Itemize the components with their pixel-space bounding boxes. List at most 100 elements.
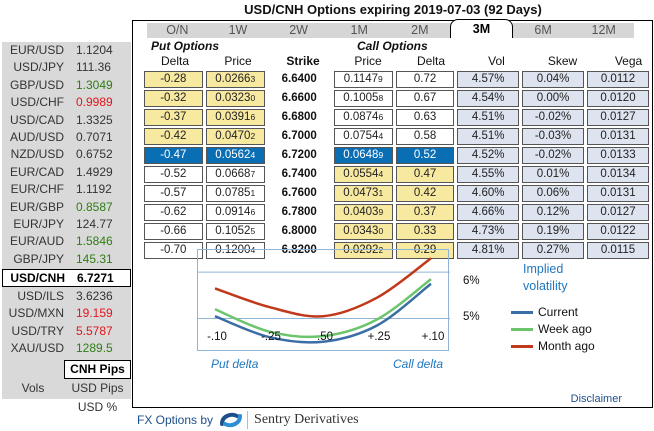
vega-value: 0.0131 bbox=[600, 130, 636, 142]
page-title: USD/CNH Options expiring 2019-07-03 (92 … bbox=[244, 2, 542, 17]
rate-row-eur-jpy[interactable]: EUR/JPY 124.77 bbox=[2, 216, 131, 233]
table-row[interactable]: -0.32 0.03230 6.6600 0.10058 0.67 4.54% 0.00% 0… bbox=[144, 90, 649, 107]
col-put-delta: Delta bbox=[160, 54, 189, 68]
x-tick-label: +.10 bbox=[421, 331, 445, 343]
call-price-pip-digit: 1 bbox=[378, 188, 384, 198]
tab-1w[interactable]: 1W bbox=[228, 23, 248, 37]
disclaimer-link[interactable]: Disclaimer bbox=[570, 393, 622, 405]
table-row[interactable]: -0.37 0.03916 6.6800 0.08746 0.63 4.51% -0.02%… bbox=[144, 109, 649, 126]
tab-12m[interactable]: 12M bbox=[591, 23, 616, 37]
strike-cell: 6.8200 bbox=[268, 242, 331, 259]
call-price-value: 0.0648 bbox=[343, 149, 379, 161]
skew-cell: 0.06% bbox=[522, 185, 585, 202]
rate-row-nzd-usd[interactable]: NZD/USD 0.6752 bbox=[2, 146, 131, 163]
rate-pair: USD/JPY bbox=[13, 60, 64, 75]
vega-value: 0.0133 bbox=[600, 149, 636, 161]
rate-row-gbp-usd[interactable]: GBP/USD 1.3049 bbox=[2, 77, 131, 94]
rate-value: 6.7271 bbox=[77, 271, 114, 286]
call-delta-value: 0.47 bbox=[413, 168, 437, 180]
rate-value: 1.1204 bbox=[76, 43, 113, 57]
footer-prefix: FX Options by bbox=[137, 413, 214, 427]
vega-value: 0.0115 bbox=[600, 244, 636, 256]
vol-cell: 4.66% bbox=[457, 204, 520, 221]
vega-value: 0.0112 bbox=[600, 73, 636, 85]
rate-row-usd-cnh[interactable]: USD/CNH 6.7271 bbox=[2, 269, 131, 288]
call-delta-value: 0.52 bbox=[413, 149, 437, 161]
rate-row-usd-chf[interactable]: USD/CHF 0.9989 bbox=[2, 94, 131, 111]
call-delta-cell: 0.52 bbox=[395, 147, 455, 164]
rate-row-eur-aud[interactable]: EUR/AUD 1.5846 bbox=[2, 233, 131, 250]
table-row[interactable]: -0.62 0.09146 6.7800 0.04039 0.37 4.66% 0.12% 0… bbox=[144, 204, 649, 221]
skew-cell: 0.00% bbox=[522, 90, 585, 107]
table-row[interactable]: -0.28 0.02663 6.6400 0.11479 0.72 4.57% 0.04% 0… bbox=[144, 71, 649, 88]
vol-cell: 4.73% bbox=[457, 223, 520, 240]
table-row[interactable]: -0.52 0.06687 6.7400 0.05544 0.47 4.55% 0.01% 0… bbox=[144, 166, 649, 183]
strike-cell: 6.6600 bbox=[268, 90, 331, 107]
call-delta-cell: 0.72 bbox=[395, 71, 455, 88]
call-price-value: 0.0473 bbox=[343, 187, 379, 199]
strike-value: 6.6400 bbox=[281, 73, 317, 85]
skew-value: 0.27% bbox=[536, 244, 570, 256]
rate-row-usd-try[interactable]: USD/TRY 5.5787 bbox=[2, 323, 131, 340]
table-row[interactable]: -0.66 0.10525 6.8000 0.03430 0.33 4.73% 0.19% 0… bbox=[144, 223, 649, 240]
rate-row-eur-cad[interactable]: EUR/CAD 1.4929 bbox=[2, 164, 131, 181]
strike-cell: 6.7800 bbox=[268, 204, 331, 221]
call-delta-cell: 0.63 bbox=[395, 109, 455, 126]
y-tick-6: 6% bbox=[463, 275, 480, 287]
rate-row-usd-ils[interactable]: USD/ILS 3.6236 bbox=[2, 288, 131, 305]
rate-row-usd-mxn[interactable]: USD/MXN 19.159 bbox=[2, 305, 131, 322]
rate-row-usd-jpy[interactable]: USD/JPY 111.36 bbox=[2, 59, 131, 76]
rate-row-eur-usd[interactable]: EUR/USD 1.1204 bbox=[2, 42, 131, 59]
y-tick-5: 5% bbox=[463, 311, 480, 323]
strike-cell: 6.7400 bbox=[268, 166, 331, 183]
unit-option-cnh-pips[interactable]: CNH Pips bbox=[64, 359, 131, 379]
put-price-cell: 0.09146 bbox=[205, 204, 265, 221]
tab-6m[interactable]: 6M bbox=[534, 23, 552, 37]
unit-option-usd-pips[interactable]: USD Pips bbox=[71, 380, 124, 395]
rate-value: 3.6236 bbox=[76, 289, 113, 304]
table-row[interactable]: -0.70 0.12004 6.8200 0.02922 0.29 4.81% 0.27% 0… bbox=[144, 242, 649, 259]
strike-cell: 6.7600 bbox=[268, 185, 331, 202]
table-row[interactable]: -0.42 0.04702 6.7000 0.07544 0.58 4.51% -0.03%… bbox=[144, 128, 649, 145]
rate-row-eur-gbp[interactable]: EUR/GBP 0.8587 bbox=[2, 199, 131, 216]
call-price-pip-digit: 9 bbox=[378, 207, 384, 217]
strike-value: 6.7200 bbox=[281, 149, 317, 161]
rate-row-aud-usd[interactable]: AUD/USD 0.7071 bbox=[2, 129, 131, 146]
call-delta-cell: 0.47 bbox=[395, 166, 455, 183]
vol-value: 4.60% bbox=[471, 187, 505, 199]
put-delta-cell: -0.66 bbox=[144, 223, 203, 240]
table-row[interactable]: -0.57 0.07851 6.7600 0.04731 0.42 4.60% 0.06% 0… bbox=[144, 185, 649, 202]
unit-option-usd-percent[interactable]: USD % bbox=[77, 399, 118, 414]
vega-value: 0.0134 bbox=[600, 168, 636, 180]
rate-value: 1.4929 bbox=[76, 164, 113, 179]
vol-cell: 4.81% bbox=[457, 242, 520, 259]
legend-item-week-ago: Week ago bbox=[511, 322, 592, 336]
put-delta-cell: -0.42 bbox=[144, 128, 203, 145]
rate-row-eur-chf[interactable]: EUR/CHF 1.1192 bbox=[2, 181, 131, 198]
strike-cell: 6.7000 bbox=[268, 128, 331, 145]
table-row[interactable]: -0.47 0.05624 6.7200 0.06489 0.52 4.52% -0.02%… bbox=[144, 147, 649, 164]
tab-2m[interactable]: 2M bbox=[411, 23, 429, 37]
call-price-cell: 0.08746 bbox=[333, 109, 393, 126]
put-price-pip-digit: 5 bbox=[250, 226, 256, 236]
rate-row-gbp-jpy[interactable]: GBP/JPY 145.31 bbox=[2, 251, 131, 268]
rate-pair: USD/TRY bbox=[11, 323, 64, 338]
tab-1m[interactable]: 1M bbox=[350, 23, 368, 37]
put-delta-cell: -0.37 bbox=[144, 109, 203, 126]
call-price-cell: 0.03430 bbox=[333, 223, 393, 240]
rate-pair: EUR/CAD bbox=[9, 164, 64, 179]
tab-3m[interactable]: 3M bbox=[450, 19, 513, 38]
put-delta-value: -0.28 bbox=[160, 73, 187, 85]
rate-row-xau-usd[interactable]: XAU/USD 1289.5 bbox=[2, 340, 131, 357]
vega-cell: 0.0131 bbox=[587, 128, 649, 145]
strike-cell: 6.6800 bbox=[268, 109, 331, 126]
call-price-cell: 0.05544 bbox=[333, 166, 393, 183]
col-call-price: Price bbox=[354, 54, 382, 68]
legend-item-month-ago: Month ago bbox=[511, 339, 595, 353]
rate-row-usd-cad[interactable]: USD/CAD 1.3325 bbox=[2, 112, 131, 129]
skew-cell: -0.02% bbox=[522, 147, 585, 164]
put-delta-cell: -0.47 bbox=[144, 147, 203, 164]
tab-2w[interactable]: 2W bbox=[289, 23, 308, 37]
tab-on[interactable]: O/N bbox=[166, 23, 189, 37]
units-label: Vols bbox=[21, 380, 45, 395]
